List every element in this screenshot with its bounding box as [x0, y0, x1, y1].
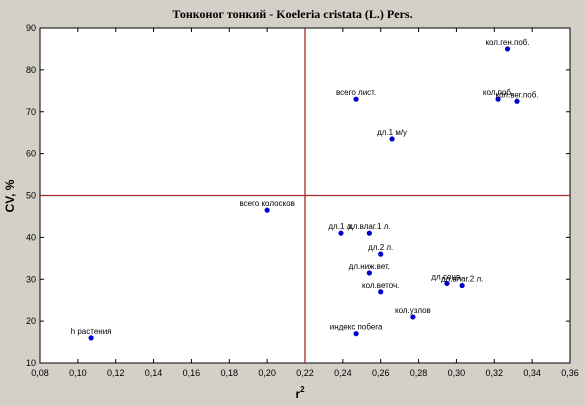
- data-point-label: дл.ниж.вет.: [349, 262, 390, 271]
- data-point: [504, 46, 511, 52]
- y-tick-label: 20: [26, 316, 36, 326]
- y-tick-label: 70: [26, 107, 36, 117]
- data-point: [514, 98, 520, 104]
- data-point: [264, 207, 270, 213]
- data-point-label: дл.2 л.: [368, 243, 393, 252]
- data-point: [389, 136, 395, 142]
- data-point: [410, 314, 416, 320]
- x-tick-label: 0,32: [486, 368, 504, 378]
- x-tick-label: 0,12: [107, 368, 125, 378]
- x-tick-label: 0,34: [523, 368, 541, 378]
- data-point: [366, 270, 372, 276]
- data-point-label: дл.1 м/у: [377, 128, 407, 137]
- data-point-label: всего лист.: [336, 88, 376, 97]
- data-point: [459, 282, 465, 289]
- y-tick-label: 90: [26, 23, 36, 33]
- data-point-label: кол.ген.поб.: [485, 38, 529, 47]
- y-tick-label: 30: [26, 274, 36, 284]
- x-axis-label: r2: [295, 385, 305, 401]
- data-point-label: h растения: [71, 327, 112, 336]
- x-tick-label: 0,14: [145, 368, 163, 378]
- reference-lines: [40, 28, 570, 363]
- data-point-label: всего колосков: [239, 199, 294, 208]
- data-point-label: кол.веточ.: [362, 281, 399, 290]
- data-point-label: дл.влаг.2 л.: [441, 275, 483, 284]
- x-tick-label: 0,10: [69, 368, 87, 378]
- data-point: [353, 96, 359, 102]
- data-point: [366, 230, 372, 236]
- tick-layer: 0,08 0,10 0,12 0,14 0,16 0,18 0,20 0,22 0,24 0,26…: [26, 23, 579, 378]
- x-tick-label: 0,30: [448, 368, 466, 378]
- x-tick-label: 0,20: [258, 368, 276, 378]
- data-point-label: кол.поб.: [483, 88, 513, 97]
- data-point: [353, 331, 359, 337]
- data-point-label: дл.1 л.: [328, 222, 353, 231]
- data-point: [338, 230, 344, 236]
- points-layer: кол.ген.поб. кол.поб.кол.вег.поб. всего ли…: [71, 38, 539, 341]
- y-tick-label: 40: [26, 232, 36, 242]
- data-point-label: кол.узлов: [395, 306, 431, 315]
- x-tick-label: 0,26: [372, 368, 390, 378]
- data-point: [495, 96, 501, 102]
- x-tick-label: 0,16: [183, 368, 201, 378]
- y-axis-label: CV, %: [3, 179, 17, 212]
- data-point: [444, 280, 450, 287]
- y-tick-label: 60: [26, 149, 36, 159]
- data-point: [378, 289, 384, 295]
- x-tick-label: 0,08: [31, 368, 49, 378]
- data-point: [88, 335, 94, 341]
- x-tick-label: 0,28: [410, 368, 428, 378]
- data-point-label: дл.соцв.: [431, 272, 462, 281]
- x-tick-label: 0,36: [561, 368, 579, 378]
- data-point-label: кол.вег.поб.: [495, 90, 538, 99]
- data-point-label: дл.влаг.1 л.: [348, 222, 390, 231]
- x-tick-label: 0,22: [296, 368, 314, 378]
- x-tick-label: 0,18: [221, 368, 239, 378]
- y-tick-label: 50: [26, 191, 36, 201]
- y-tick-label: 10: [26, 358, 36, 368]
- y-tick-label: 80: [26, 65, 36, 75]
- chart-title: Тонконог тонкий - Koeleria cristata (L.)…: [172, 7, 412, 21]
- x-tick-label: 0,24: [334, 368, 352, 378]
- data-point-label: индекс побега: [330, 323, 383, 332]
- data-point: [378, 251, 384, 257]
